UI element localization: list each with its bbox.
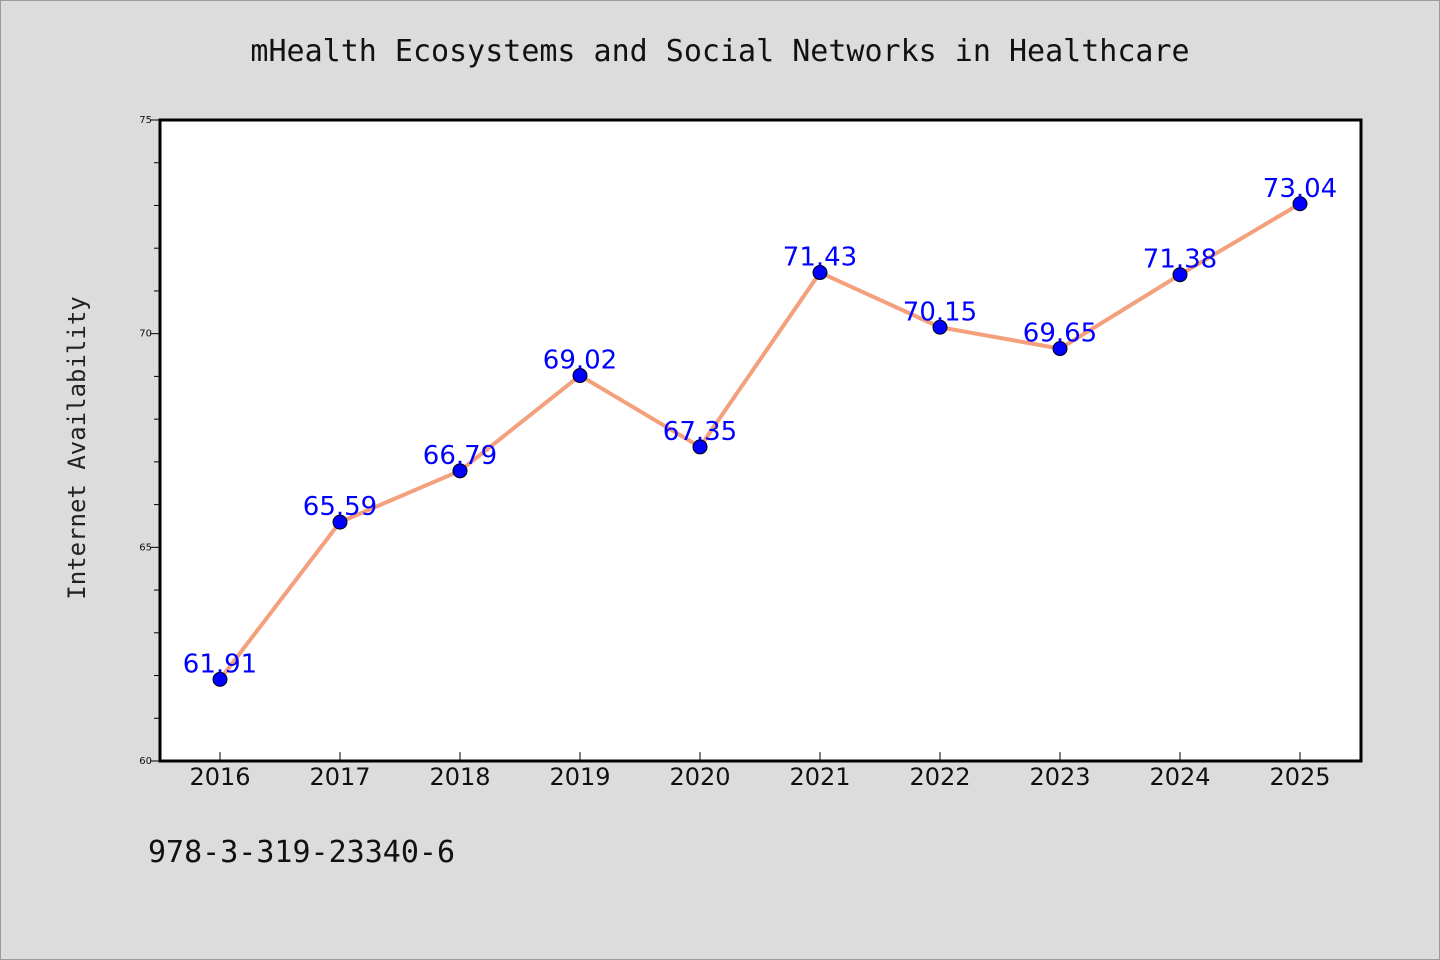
data-label: 66.79 <box>423 441 497 471</box>
data-label: 71.43 <box>783 243 857 273</box>
y-tick-label: 65 <box>139 542 152 553</box>
data-point <box>452 463 468 479</box>
data-label: 65.59 <box>303 492 377 522</box>
x-tick-label: 2023 <box>1029 763 1090 791</box>
x-axis-ticks: 2016 2017 2018 2019 2020 2021 2022 2023 2024 2025 <box>189 752 1331 791</box>
data-point <box>572 368 588 384</box>
data-label: 71.38 <box>1143 245 1217 275</box>
data-point <box>1292 196 1308 212</box>
y-axis-ticks: 60 65 70 75 <box>139 115 160 767</box>
x-tick-label: 2016 <box>189 763 250 791</box>
data-point <box>212 671 228 687</box>
isbn-text: 978-3-319-23340-6 <box>148 835 456 870</box>
chart-title: mHealth Ecosystems and Social Networks i… <box>250 34 1190 69</box>
series-markers <box>212 196 1308 687</box>
data-point <box>812 265 828 281</box>
data-point <box>1172 267 1188 283</box>
x-tick-label: 2021 <box>789 763 850 791</box>
data-label: 73.04 <box>1263 174 1337 204</box>
data-point <box>932 319 948 335</box>
x-tick-label: 2019 <box>549 763 610 791</box>
data-label: 69.65 <box>1023 319 1097 349</box>
x-tick-label: 2022 <box>909 763 970 791</box>
series-line <box>218 202 1302 681</box>
data-label: 67.35 <box>663 417 737 447</box>
series-polyline <box>218 202 1302 681</box>
x-tick-label: 2018 <box>429 763 490 791</box>
data-point <box>1052 341 1068 357</box>
data-label: 61.91 <box>183 649 257 679</box>
x-tick-label: 2024 <box>1149 763 1210 791</box>
data-label: 70.15 <box>903 297 977 327</box>
x-tick-label: 2020 <box>669 763 730 791</box>
plot-area <box>158 118 1363 763</box>
x-tick-label: 2025 <box>1269 763 1330 791</box>
data-labels: 61.91 65.59 66.79 69.02 67.35 71.43 70.15 69.65… <box>183 174 1337 680</box>
y-tick-label: 70 <box>139 329 152 340</box>
y-tick-label: 60 <box>139 756 152 767</box>
data-label: 69.02 <box>543 346 617 376</box>
data-point <box>332 514 348 530</box>
x-tick-label: 2017 <box>309 763 370 791</box>
data-point <box>692 439 708 455</box>
y-tick-label: 75 <box>139 115 152 126</box>
